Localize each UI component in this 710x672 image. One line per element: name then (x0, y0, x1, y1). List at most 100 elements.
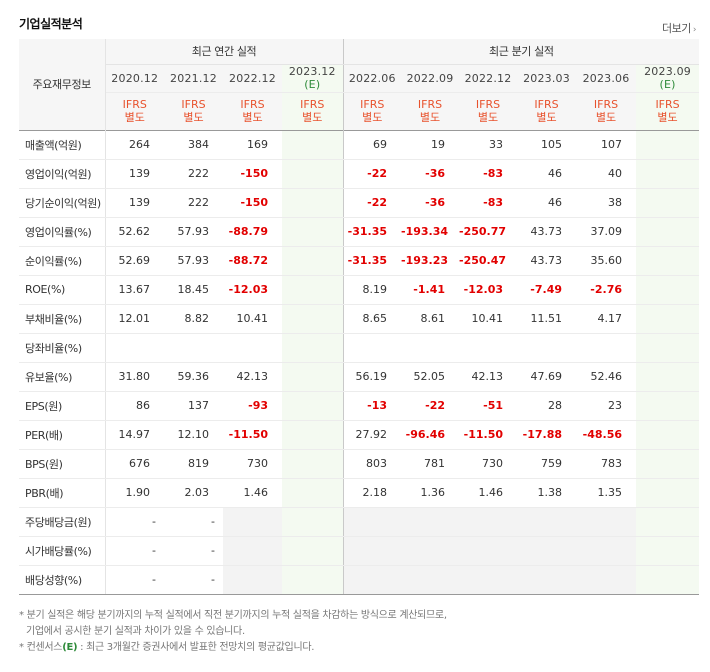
value-cell: 1.90 (105, 478, 164, 508)
table-row: 당좌비율(%) (19, 333, 700, 363)
ifrs-link[interactable]: IFRS 별도 (534, 98, 559, 124)
value-cell: - (164, 536, 223, 566)
value-cell (282, 216, 344, 247)
row-label: PBR(배) (19, 478, 106, 508)
value-cell (282, 303, 344, 334)
value-cell: -12.03 (459, 275, 518, 305)
period-header: 2023.12 (E) (282, 64, 344, 93)
row-label: 영업이익(억원) (19, 159, 106, 189)
ifrs-link[interactable]: IFRS 별도 (122, 98, 147, 124)
value-cell: 40 (576, 159, 637, 189)
value-cell (636, 536, 700, 566)
table-row: 배당성향(%) - - (19, 565, 700, 595)
value-cell: -193.23 (401, 246, 460, 276)
value-cell (636, 565, 700, 595)
value-cell: 783 (576, 449, 637, 479)
value-cell (636, 275, 700, 305)
value-cell: -11.50 (459, 420, 518, 450)
value-cell (576, 333, 637, 363)
value-cell (636, 129, 700, 160)
value-cell (636, 506, 700, 537)
value-cell: 57.93 (164, 216, 223, 247)
ifrs-link[interactable]: IFRS 별도 (593, 98, 619, 124)
table-row: 당기순이익(억원) 139 222 -150 -22 -36 -83 46 38 (19, 188, 700, 218)
value-cell: 1.46 (459, 478, 518, 508)
value-cell: 52.05 (401, 362, 460, 392)
estimate-mark: (E) (659, 78, 676, 91)
more-link[interactable]: 더보기 › (662, 20, 697, 36)
period-header: 2022.12 (459, 64, 518, 93)
value-cell: 52.46 (576, 362, 637, 392)
ifrs-header: IFRS 별도 (401, 92, 460, 130)
row-label: 부채비율(%) (19, 303, 106, 334)
ifrs-header: IFRS 별도 (282, 92, 344, 130)
value-cell (282, 129, 344, 160)
value-cell: -93 (223, 390, 282, 421)
value-cell (342, 506, 402, 537)
value-cell: -2.76 (576, 275, 637, 305)
ifrs-link[interactable]: IFRS 별도 (300, 98, 325, 124)
value-cell: -88.72 (223, 246, 282, 276)
ifrs-link[interactable]: IFRS 별도 (240, 98, 265, 124)
table-row: 주당배당금(원) - - (19, 506, 700, 537)
ifrs-header: IFRS 별도 (576, 92, 637, 130)
value-cell: 28 (517, 390, 577, 421)
value-cell: 1.46 (223, 478, 282, 508)
value-cell (401, 536, 460, 566)
value-cell (401, 333, 460, 363)
value-cell (636, 478, 700, 508)
value-cell: 19 (401, 129, 460, 160)
table-row: 영업이익(억원) 139 222 -150 -22 -36 -83 46 40 (19, 159, 700, 189)
ifrs-link[interactable]: IFRS 별도 (360, 98, 385, 124)
value-cell (576, 565, 637, 595)
value-cell (282, 390, 344, 421)
ifrs-link[interactable]: IFRS 별도 (475, 98, 501, 124)
value-cell (282, 362, 344, 392)
value-cell: -22 (342, 159, 402, 189)
more-label[interactable]: 더보기 (662, 22, 691, 35)
ifrs-link[interactable]: IFRS 별도 (417, 98, 443, 124)
row-label: 배당성향(%) (19, 565, 106, 595)
value-cell: 2.18 (342, 478, 402, 508)
period-header: 2023.06 (576, 64, 637, 93)
value-cell (223, 506, 282, 537)
period-header: 2022.06 (342, 64, 402, 93)
value-cell: 11.51 (517, 303, 577, 334)
table-row: 순이익률(%) 52.69 57.93 -88.72 -31.35 -193.23 -250… (19, 246, 700, 276)
ifrs-link[interactable]: IFRS 별도 (181, 98, 206, 124)
value-cell: 139 (105, 188, 164, 218)
value-cell: 57.93 (164, 246, 223, 276)
value-cell (459, 565, 518, 595)
section-title: 기업실적분석 (19, 17, 83, 31)
row-label: PER(배) (19, 420, 106, 450)
value-cell (636, 449, 700, 479)
value-cell: - (164, 506, 223, 537)
table-row: 매출액(억원) 264 384 169 69 19 33 105 107 (19, 129, 700, 160)
value-cell: 1.35 (576, 478, 637, 508)
ifrs-link[interactable]: IFRS 별도 (655, 98, 680, 124)
value-cell (636, 216, 700, 247)
value-cell: 46 (517, 188, 577, 218)
value-cell: 730 (223, 449, 282, 479)
chevron-right-icon: › (692, 25, 697, 35)
estimate-mark: (E) (304, 78, 321, 91)
value-cell (282, 536, 344, 566)
value-cell: 52.69 (105, 246, 164, 276)
value-cell: 781 (401, 449, 460, 479)
value-cell (401, 506, 460, 537)
value-cell (282, 506, 344, 537)
ifrs-header: IFRS 별도 (459, 92, 518, 130)
value-cell (223, 333, 282, 363)
value-cell: -31.35 (342, 216, 402, 247)
value-cell: 10.41 (459, 303, 518, 334)
value-cell: -22 (401, 390, 460, 421)
value-cell: - (105, 565, 164, 595)
row-label: ROE(%) (19, 275, 106, 305)
value-cell: 8.19 (342, 275, 402, 305)
value-cell (401, 565, 460, 595)
row-label: 당기순이익(억원) (19, 188, 106, 218)
value-cell: -250.47 (459, 246, 518, 276)
table-row: BPS(원) 676 819 730 803 781 730 759 783 (19, 449, 700, 479)
footnote-1-cont: 기업에서 공시한 분기 실적과 차이가 있을 수 있습니다. (26, 626, 245, 637)
value-cell: 18.45 (164, 275, 223, 305)
